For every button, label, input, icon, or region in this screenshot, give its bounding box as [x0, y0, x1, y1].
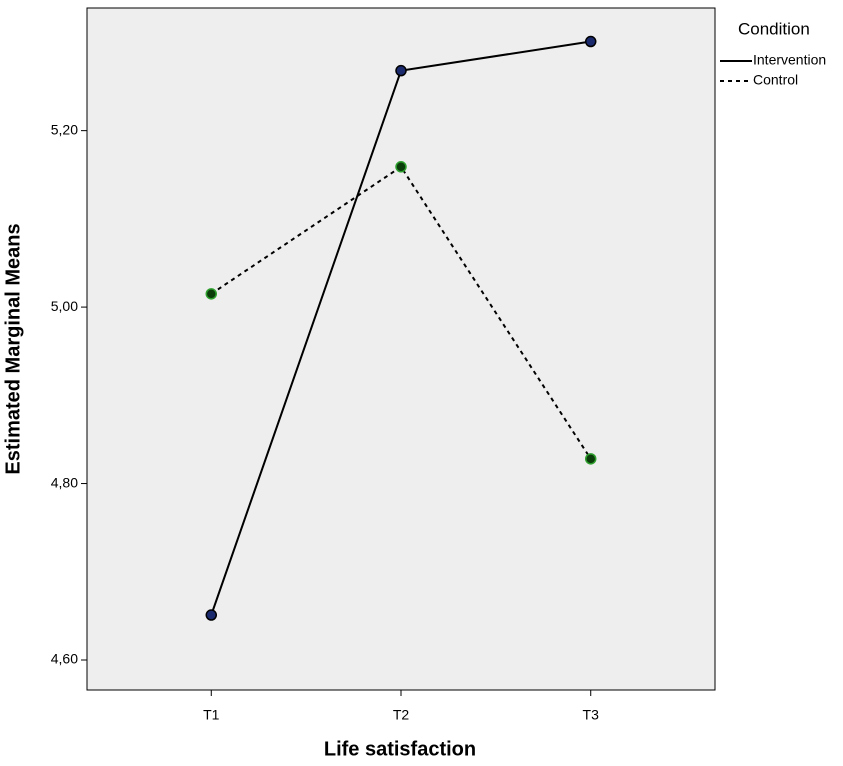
y-tick-label: 4,80 [51, 474, 78, 490]
data-point [205, 288, 218, 300]
plot-area [86, 7, 716, 691]
x-axis-title: Life satisfaction [324, 738, 476, 760]
legend-title: Condition [738, 19, 810, 38]
x-tick-label: T2 [393, 707, 410, 723]
y-tick-label: 4,60 [51, 651, 78, 667]
data-point [584, 453, 597, 465]
y-axis-title: Estimated Marginal Means [2, 223, 24, 474]
y-tick-label: 5,20 [51, 121, 78, 137]
data-point [395, 64, 407, 77]
legend-label: Intervention [753, 52, 826, 68]
legend-label: Control [753, 72, 798, 88]
data-point [205, 609, 218, 621]
x-tick-label: T1 [203, 707, 220, 723]
y-tick-label: 5,00 [51, 298, 78, 314]
data-point [584, 35, 597, 48]
x-tick-label: T3 [583, 707, 600, 723]
data-point [395, 161, 407, 173]
